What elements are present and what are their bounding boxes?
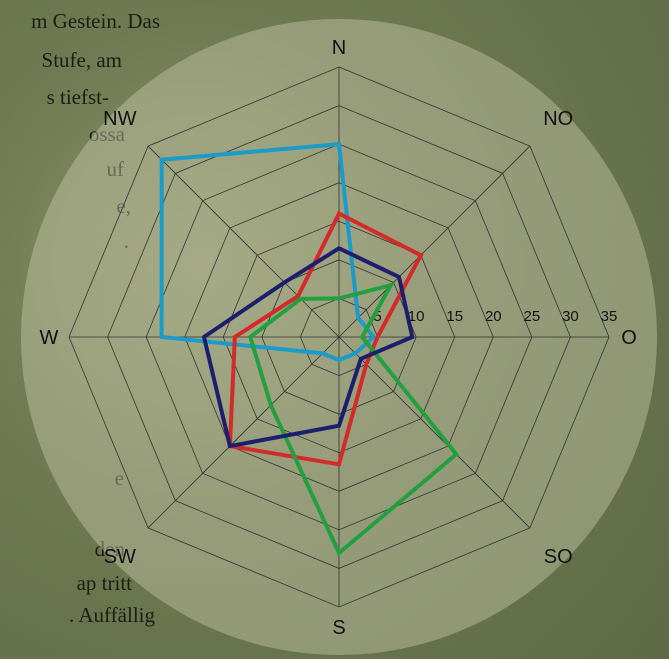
background-text: Stufe, am [42, 48, 122, 72]
direction-label: NW [103, 108, 136, 130]
background-text: . Auffällig [69, 603, 155, 627]
background-text: s tiefst- [47, 85, 109, 109]
direction-label: SO [544, 546, 573, 568]
tick-label: 20 [485, 308, 502, 325]
direction-label: NO [543, 108, 573, 130]
tick-label: 25 [524, 308, 541, 325]
direction-label: W [40, 327, 59, 349]
direction-label: S [332, 617, 345, 639]
direction-label: O [621, 327, 637, 349]
tick-label: 15 [446, 308, 463, 325]
direction-label: N [332, 37, 346, 59]
background-text: ap tritt [77, 571, 133, 595]
tick-label: 30 [562, 308, 579, 325]
direction-label: SW [104, 546, 136, 568]
background-text: m Gestein. Das [31, 9, 160, 33]
tick-label: 35 [601, 308, 618, 325]
chart: m Gestein. DasStufe, ams tiefst-ossaufe,… [0, 0, 669, 659]
page: {"background_text": ["m Gestein. Das", "… [0, 0, 669, 659]
